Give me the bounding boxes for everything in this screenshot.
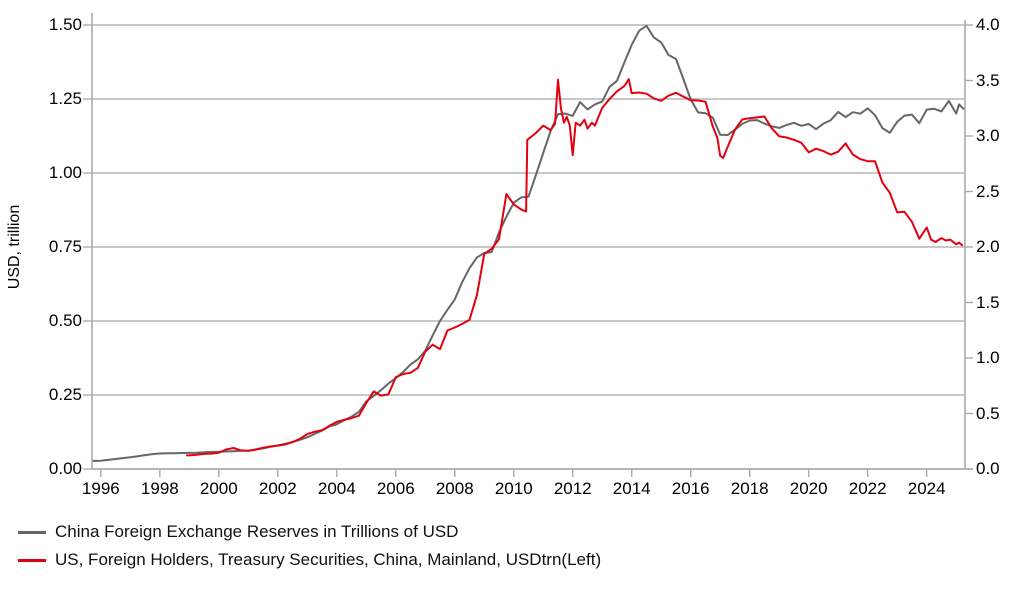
left-axis-tick-label: 0.25: [48, 385, 82, 404]
legend-label-china-fx-reserves: China Foreign Exchange Reserves in Trill…: [55, 522, 459, 541]
left-axis-tick-label: 0.50: [48, 311, 82, 330]
legend-label-us-treasury-holdings: US, Foreign Holders, Treasury Securities…: [55, 550, 602, 569]
x-axis-tick-label: 2008: [435, 479, 474, 498]
right-axis-tick-label: 3.5: [976, 70, 1000, 90]
x-axis-tick-label: 2020: [789, 479, 828, 498]
x-axis-tick-label: 2010: [494, 479, 533, 498]
legend-line-swatch-gray: [18, 530, 46, 534]
x-axis-tick-label: 2000: [199, 479, 238, 498]
x-axis-tick-label: 2004: [317, 479, 356, 498]
right-axis-tick-label: 1.0: [976, 348, 1000, 367]
right-axis-tick-label: 0.5: [976, 403, 1000, 423]
left-axis-tick-label: 1.00: [48, 163, 82, 182]
right-axis-tick-label: 4.0: [976, 15, 1000, 34]
x-axis-tick-label: 2014: [612, 479, 651, 498]
left-axis-tick-label: 1.50: [48, 15, 82, 34]
x-axis-tick-label: 1998: [140, 479, 179, 498]
right-axis-tick-label: 3.0: [976, 126, 1000, 145]
left-axis-tick-label: 1.25: [48, 89, 82, 108]
legend: China Foreign Exchange Reserves in Trill…: [18, 521, 601, 577]
x-axis-tick-label: 2012: [553, 479, 592, 498]
x-axis-tick-label: 2002: [258, 479, 297, 498]
x-axis-tick-label: 1996: [81, 479, 120, 498]
right-axis-tick-label: 2.5: [976, 181, 1000, 201]
right-axis-tick-label: 0.0: [976, 459, 1000, 478]
left-axis-tick-label: 0.00: [48, 459, 82, 478]
x-axis-tick-label: 2024: [907, 479, 946, 498]
x-axis-tick-label: 2006: [376, 479, 415, 498]
left-axis-tick-label: 0.75: [48, 237, 82, 256]
x-axis-tick-label: 2022: [848, 479, 887, 498]
legend-item-china-fx-reserves: China Foreign Exchange Reserves in Trill…: [18, 521, 601, 543]
legend-item-us-treasury-holdings: US, Foreign Holders, Treasury Securities…: [18, 549, 601, 571]
right-axis-tick-label: 2.0: [976, 237, 1000, 256]
x-axis-tick-label: 2018: [730, 479, 769, 498]
x-axis-tick-label: 2016: [671, 479, 710, 498]
legend-line-swatch-red: [18, 558, 46, 562]
right-axis-tick-label: 1.5: [976, 292, 1000, 312]
